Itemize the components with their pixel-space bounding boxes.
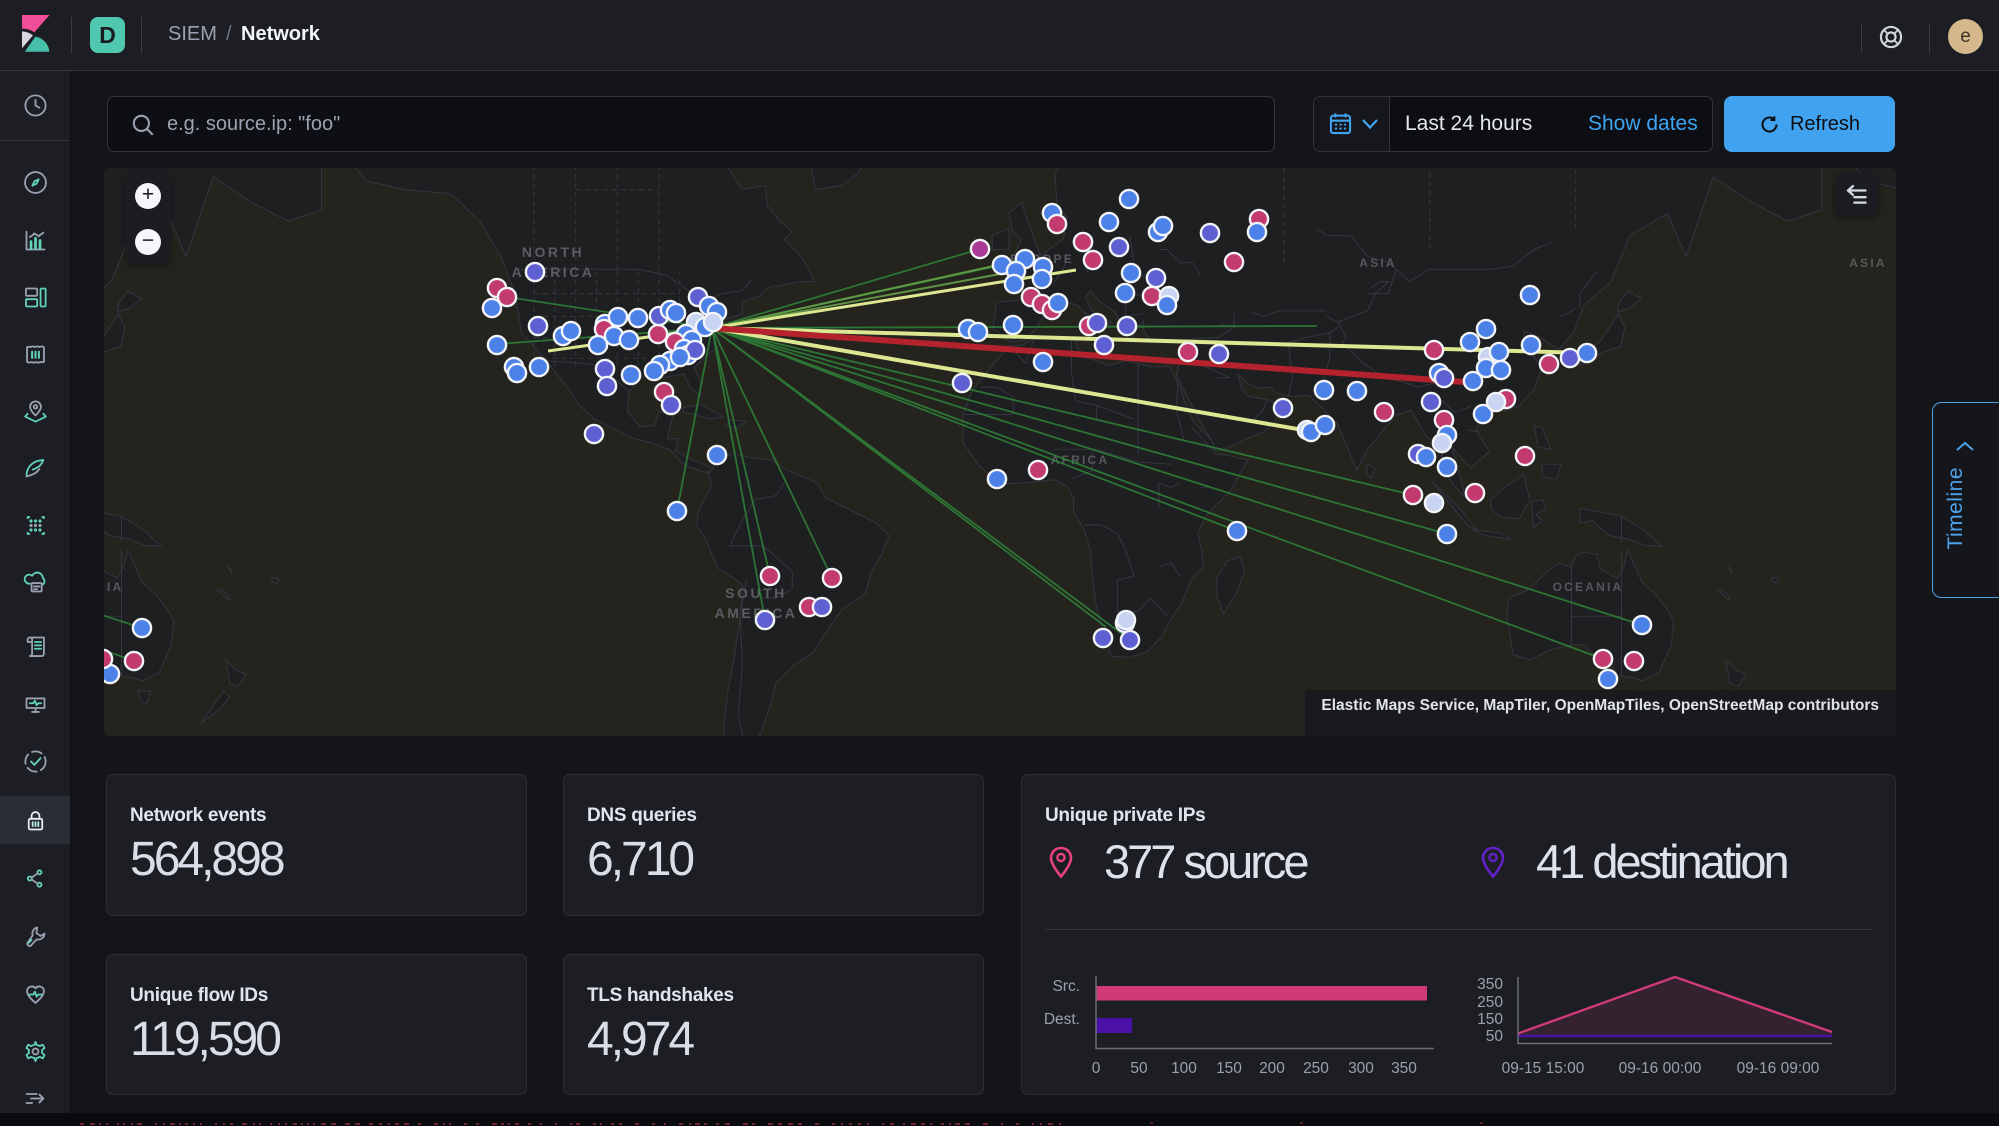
svg-text:100: 100 [1171, 1060, 1197, 1077]
svg-text:Src.: Src. [1052, 978, 1080, 995]
svg-text:NORTH: NORTH [522, 244, 584, 260]
svg-text:250: 250 [1477, 994, 1503, 1011]
svg-text:300: 300 [1348, 1060, 1374, 1077]
svg-text:OCEANIA: OCEANIA [104, 580, 123, 594]
svg-text:OCEANIA: OCEANIA [1553, 580, 1624, 594]
svg-text:350: 350 [1477, 976, 1503, 993]
svg-text:200: 200 [1259, 1060, 1285, 1077]
svg-text:ASIA: ASIA [1849, 256, 1886, 270]
svg-text:50: 50 [1130, 1060, 1148, 1077]
svg-text:ASIA: ASIA [1359, 256, 1396, 270]
svg-text:09-15 15:00: 09-15 15:00 [1502, 1060, 1585, 1077]
svg-text:09-16 09:00: 09-16 09:00 [1737, 1060, 1820, 1077]
svg-text:350: 350 [1391, 1060, 1417, 1077]
svg-text:AMERICA: AMERICA [512, 264, 595, 280]
svg-text:0: 0 [1092, 1060, 1101, 1077]
svg-text:09-16 00:00: 09-16 00:00 [1619, 1060, 1702, 1077]
svg-text:Dest.: Dest. [1044, 1011, 1080, 1028]
svg-text:150: 150 [1216, 1060, 1242, 1077]
svg-text:SOUTH: SOUTH [725, 585, 787, 601]
svg-text:150: 150 [1477, 1011, 1503, 1028]
svg-text:250: 250 [1303, 1060, 1329, 1077]
svg-text:50: 50 [1486, 1028, 1504, 1045]
